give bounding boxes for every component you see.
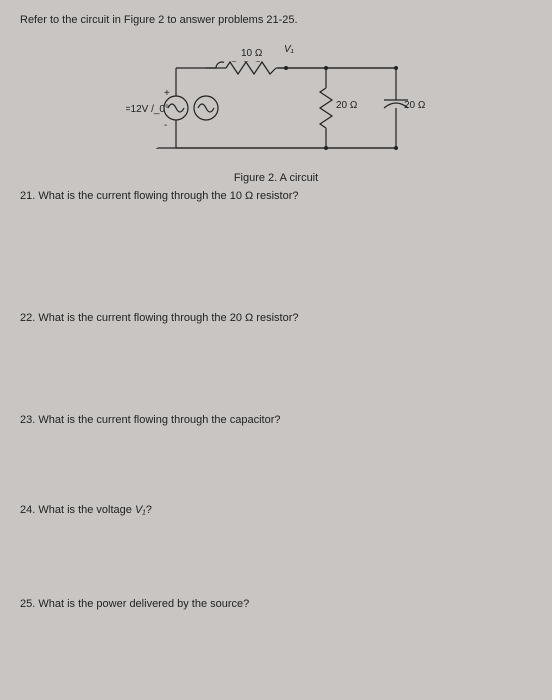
question-24: 24. What is the voltage V₁? (20, 504, 532, 516)
r2-label: 20 Ω (336, 100, 358, 111)
r1-label: 10 Ω (241, 48, 263, 59)
svg-text:+: + (164, 88, 170, 99)
v1-label: V₁ (284, 44, 294, 55)
q24-prefix: 24. What is the voltage (20, 504, 135, 516)
page-header: Refer to the circuit in Figure 2 to answ… (20, 14, 532, 26)
q24-suffix: ? (146, 504, 152, 516)
svg-text:-: - (164, 120, 167, 131)
q24-var: V₁ (135, 504, 146, 516)
figure-caption: Figure 2. A circuit (20, 172, 532, 184)
question-23: 23. What is the current flowing through … (20, 414, 532, 426)
circuit-diagram: + - 10 Ω 20 Ω 20 Ω V₁ E=12V /_0° (126, 38, 426, 168)
question-22: 22. What is the current flowing through … (20, 312, 532, 324)
question-25: 25. What is the power delivered by the s… (20, 598, 532, 610)
source-label: E=12V /_0° (126, 104, 169, 115)
cap-label: 20 Ω (404, 100, 426, 111)
question-21: 21. What is the current flowing through … (20, 190, 532, 202)
